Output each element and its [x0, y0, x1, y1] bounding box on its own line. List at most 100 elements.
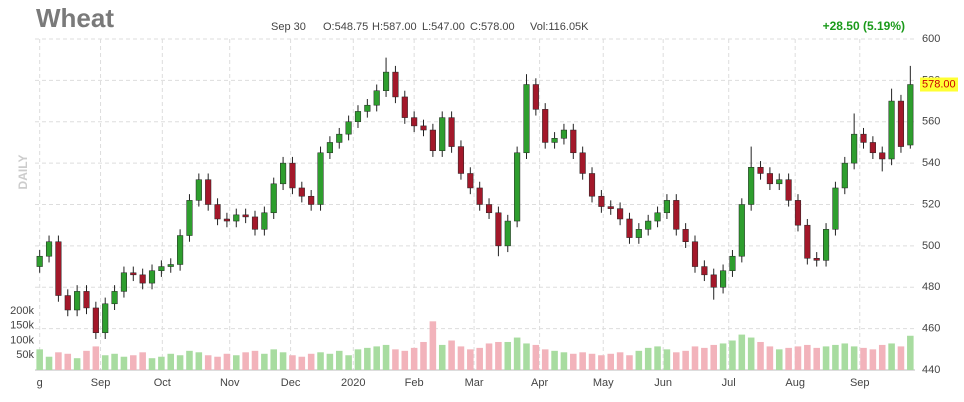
volume-bar — [785, 347, 792, 370]
volume-bar — [289, 355, 296, 370]
candle-body — [532, 84, 539, 110]
volume-bar — [457, 346, 465, 370]
volume-bar — [673, 352, 680, 370]
candle-body — [36, 255, 43, 267]
candle-body — [411, 117, 418, 127]
candle-body — [111, 291, 118, 305]
candle-body — [654, 212, 661, 222]
candle-body — [242, 214, 249, 218]
candle-body — [907, 84, 914, 146]
candle-body — [841, 162, 848, 189]
volume-bar — [467, 349, 474, 370]
candle-body — [729, 255, 736, 271]
candle-body — [663, 200, 670, 214]
volume-bar — [476, 347, 483, 370]
volume-bar — [570, 353, 577, 370]
candle-body — [804, 224, 811, 259]
candle-body — [691, 241, 699, 267]
volume-bar — [504, 341, 512, 370]
y-tick-label: 460 — [922, 323, 940, 335]
volume-bar — [869, 349, 877, 370]
candle-body — [504, 220, 511, 247]
volume-bar — [176, 355, 184, 370]
candle-body — [195, 179, 202, 201]
volume-bar — [766, 346, 774, 370]
x-tick-label: May — [593, 377, 614, 389]
candle-body — [158, 266, 165, 271]
volume-bar — [907, 335, 914, 370]
candle-body — [813, 258, 820, 261]
candle-body — [326, 142, 333, 154]
candle-body — [514, 152, 521, 222]
volume-bar — [261, 353, 268, 370]
candle-body — [598, 195, 605, 207]
candle-body — [251, 216, 259, 230]
header-high: H:587.00 — [372, 21, 417, 33]
candle-body — [860, 133, 867, 143]
candle-body — [467, 173, 474, 189]
candle-body — [233, 214, 240, 222]
candle-body — [626, 218, 633, 238]
header-close: C:578.00 — [470, 21, 515, 33]
volume-bar — [588, 353, 596, 370]
volume-bar — [448, 340, 455, 370]
candle-body — [420, 125, 427, 131]
volume-bar — [204, 355, 212, 370]
volume-bar — [83, 350, 90, 370]
candle-body — [832, 187, 839, 230]
volume-bar — [541, 349, 549, 370]
volume-bar — [92, 346, 100, 370]
candle-body — [888, 100, 895, 160]
candle-body — [298, 187, 305, 197]
candle-body — [64, 295, 71, 311]
volume-bar — [130, 355, 137, 370]
candle-body — [682, 229, 689, 242]
volume-bar — [120, 356, 128, 370]
volume-bar — [251, 350, 259, 370]
candle-body — [270, 183, 277, 214]
volume-bar — [691, 346, 699, 370]
volume-bar — [438, 344, 446, 370]
volume-bar — [158, 356, 165, 370]
candle-body — [495, 212, 502, 247]
candle-body — [607, 206, 614, 209]
volume-bar — [757, 341, 764, 370]
candle-body — [429, 129, 436, 151]
candle-body — [673, 200, 680, 230]
candle-body — [148, 270, 156, 284]
candle-body — [364, 104, 371, 112]
volume-bar — [747, 337, 755, 370]
volume-bar — [551, 350, 558, 370]
volume-bar — [326, 353, 334, 370]
volume-bar — [832, 344, 839, 370]
y-tick-label: 600 — [922, 33, 940, 45]
candle-body — [401, 96, 408, 118]
volume-tick-label: 100k — [10, 334, 34, 346]
volume-bar — [878, 344, 886, 370]
candle-body — [223, 218, 230, 222]
volume-bar — [73, 358, 81, 370]
volume-bar — [729, 340, 736, 370]
x-tick-label: Aug — [785, 377, 805, 389]
candle-body — [738, 204, 745, 257]
x-tick-label: Nov — [220, 377, 240, 389]
volume-tick-label: 150k — [10, 320, 34, 332]
volume-bar — [644, 347, 652, 370]
volume-bar — [738, 334, 746, 370]
candle-body — [710, 274, 717, 288]
volume-bar — [841, 343, 849, 370]
candle-body — [186, 200, 193, 236]
candle-body — [392, 71, 399, 98]
x-tick-label: Jun — [654, 377, 672, 389]
volume-bar — [616, 352, 624, 370]
x-tick-label: 2020 — [341, 377, 365, 389]
candle-body — [823, 229, 830, 261]
candle-body — [373, 90, 380, 106]
y-tick-label: 500 — [922, 240, 940, 252]
candle-body — [645, 220, 652, 230]
volume-bar — [804, 344, 811, 370]
volume-bar — [167, 353, 175, 370]
candle-body — [55, 241, 62, 296]
candle-body — [448, 117, 455, 147]
candle-body — [280, 162, 287, 185]
